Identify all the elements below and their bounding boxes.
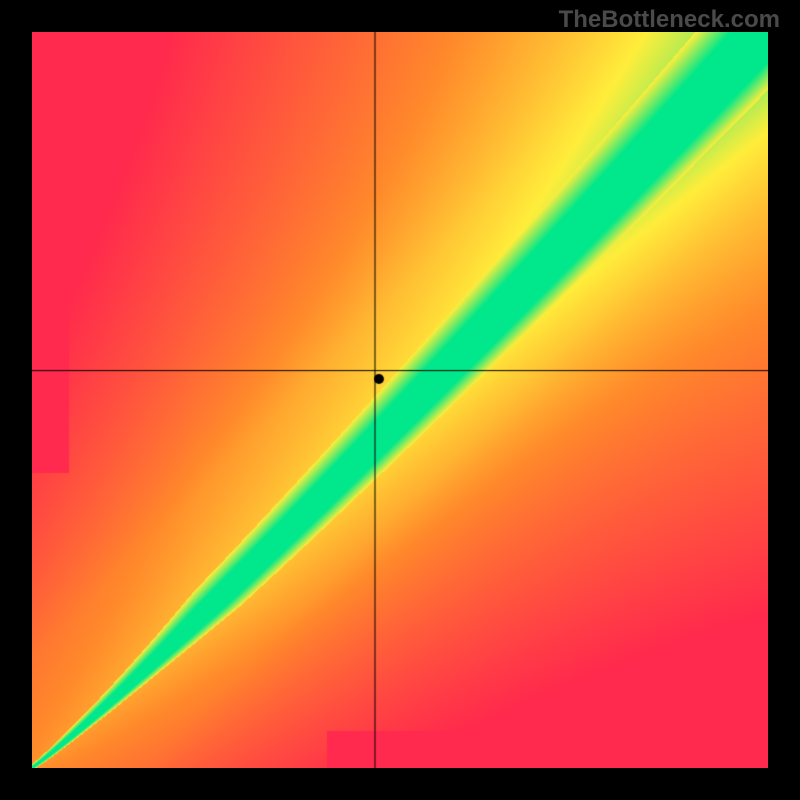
heatmap-canvas	[32, 32, 768, 768]
watermark-text: TheBottleneck.com	[559, 6, 780, 34]
chart-container: TheBottleneck.com	[0, 0, 800, 800]
heatmap-plot	[32, 32, 768, 768]
